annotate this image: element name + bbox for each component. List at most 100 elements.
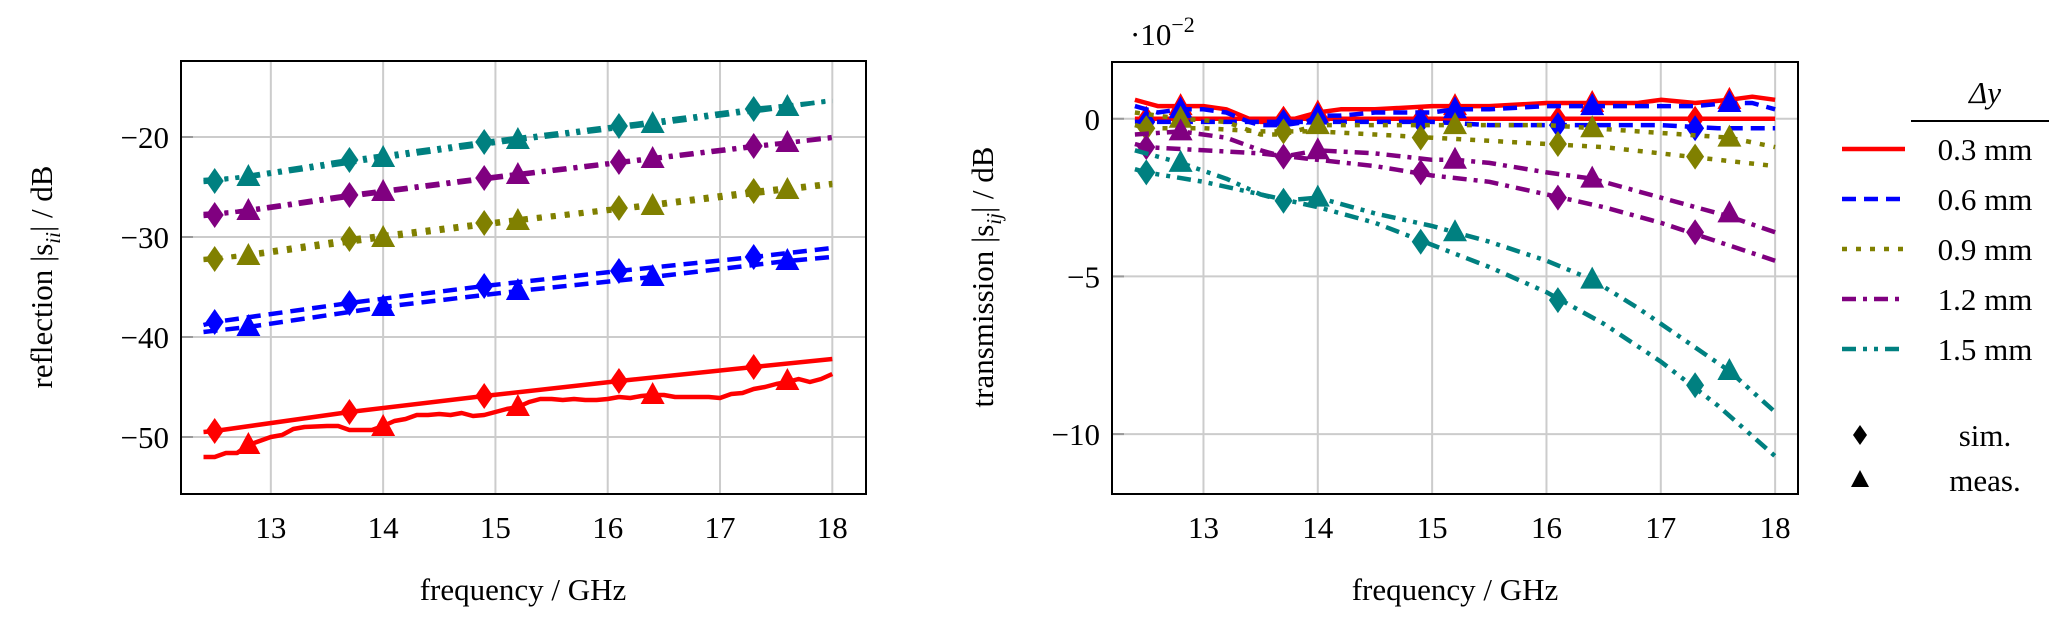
meas-triangle-marker bbox=[640, 146, 665, 168]
meas-triangle-marker bbox=[371, 225, 396, 247]
legend-label: 0.6 mm bbox=[1938, 182, 2033, 217]
legend: Δy 0.3 mm 0.6 mm 0.9 mm 1.2 mm 1.5 mm sim. mea… bbox=[1842, 75, 2049, 498]
meas-triangle-marker bbox=[640, 193, 665, 215]
y-tick-label: −10 bbox=[1052, 417, 1100, 452]
legend-marker-label: meas. bbox=[1949, 463, 2020, 498]
x-tick-label: 14 bbox=[368, 510, 400, 545]
legend-label: 1.2 mm bbox=[1938, 282, 2033, 317]
meas-triangle-marker bbox=[1717, 124, 1742, 147]
meas-triangle-marker bbox=[236, 432, 261, 454]
meas-triangle-marker bbox=[1168, 118, 1193, 141]
plot-frame-right bbox=[1111, 61, 1799, 495]
meas-triangle-marker bbox=[371, 145, 396, 167]
x-tick-label: 14 bbox=[1302, 510, 1334, 545]
sim-diamond-marker bbox=[744, 354, 763, 380]
meas-triangle-marker bbox=[1305, 184, 1330, 207]
x-axis-label-right: frequency / GHz bbox=[1352, 572, 1559, 607]
y-tick-label: −5 bbox=[1067, 259, 1100, 294]
meas-triangle-marker bbox=[1580, 266, 1605, 289]
x-axis-label-left: frequency / GHz bbox=[420, 572, 627, 607]
ticks-right: 13 14 15 16 17 18 −10 −5 0 bbox=[1052, 102, 1791, 545]
meas-triangle-marker bbox=[236, 198, 261, 220]
meas-triangle-marker bbox=[1443, 96, 1467, 119]
series-line-06mm-sim bbox=[1134, 119, 1776, 131]
series-line-15mm-meas bbox=[1134, 148, 1777, 414]
meas-triangle-marker bbox=[505, 208, 530, 230]
transmission-chart: 13 14 15 16 17 18 −10 −5 0 ·10−2 frequency / GHz… bbox=[965, 12, 1799, 607]
meas-triangle-marker bbox=[371, 414, 396, 436]
sim-diamond-marker bbox=[1548, 287, 1567, 314]
series-left bbox=[202, 94, 834, 460]
sim-diamond-marker bbox=[1686, 143, 1705, 170]
sim-diamond-marker bbox=[744, 178, 763, 204]
legend-entries: 0.3 mm 0.6 mm 0.9 mm 1.2 mm 1.5 mm sim. meas. bbox=[1842, 132, 2032, 498]
sim-diamond-marker bbox=[205, 309, 224, 335]
sim-diamond-marker bbox=[205, 246, 224, 272]
sim-diamond-marker bbox=[340, 290, 359, 316]
y-tick-label: −40 bbox=[121, 320, 169, 355]
sim-diamond-marker bbox=[475, 129, 494, 155]
y-tick-label: 0 bbox=[1085, 102, 1101, 137]
sim-diamond-marker bbox=[475, 165, 494, 191]
legend-triangle-icon bbox=[1851, 470, 1869, 487]
meas-triangle-marker bbox=[1580, 165, 1605, 188]
sim-diamond-marker bbox=[1548, 112, 1567, 139]
meas-triangle-marker bbox=[640, 264, 665, 286]
sim-diamond-marker bbox=[1411, 228, 1430, 255]
meas-triangle-marker bbox=[505, 278, 530, 300]
sim-diamond-marker bbox=[609, 368, 628, 394]
meas-triangle-marker bbox=[775, 177, 800, 199]
legend-label: 1.5 mm bbox=[1938, 332, 2033, 367]
meas-triangle-marker bbox=[640, 382, 665, 404]
sim-diamond-marker bbox=[1274, 187, 1293, 214]
ticks-left: 13 14 15 16 17 18 −50 −40 −30 −20 bbox=[121, 120, 848, 545]
meas-triangle-marker bbox=[1443, 219, 1467, 242]
legend-label: 0.9 mm bbox=[1938, 232, 2033, 267]
meas-triangle-marker bbox=[1717, 358, 1742, 381]
x-tick-label: 17 bbox=[1645, 510, 1676, 545]
sim-diamond-marker bbox=[1274, 118, 1293, 145]
x-tick-label: 16 bbox=[1531, 510, 1562, 545]
meas-triangle-marker bbox=[1168, 105, 1193, 128]
meas-triangle-marker bbox=[505, 127, 530, 149]
sim-diamond-marker bbox=[609, 258, 628, 284]
sim-diamond-marker bbox=[1686, 372, 1705, 399]
meas-triangle-marker bbox=[236, 164, 261, 186]
x-tick-label: 16 bbox=[592, 510, 623, 545]
x-tick-label: 18 bbox=[817, 510, 848, 545]
meas-triangle-marker bbox=[371, 179, 396, 201]
reflection-chart: 13 14 15 16 17 18 −50 −40 −30 −20 frequency / GHz… bbox=[24, 60, 867, 607]
meas-triangle-marker bbox=[775, 368, 800, 390]
y-axis-label-left: reflection |sii| / dB bbox=[24, 166, 65, 389]
meas-triangle-marker bbox=[1580, 115, 1605, 138]
meas-triangle-marker bbox=[775, 248, 800, 270]
series-line-12mm-meas bbox=[1134, 129, 1776, 235]
sim-diamond-marker bbox=[1548, 184, 1567, 211]
meas-triangle-marker bbox=[505, 394, 530, 416]
x-tick-label: 13 bbox=[1188, 510, 1219, 545]
series-line-03mm-meas bbox=[1134, 94, 1776, 125]
sim-diamond-marker bbox=[1686, 219, 1705, 246]
meas-triangle-marker bbox=[1305, 112, 1330, 135]
series-line-12mm-sim bbox=[1134, 141, 1776, 263]
x-tick-label: 13 bbox=[255, 510, 286, 545]
sim-diamond-marker bbox=[1548, 130, 1567, 157]
meas-triangle-marker bbox=[1443, 112, 1467, 135]
sim-diamond-marker bbox=[609, 195, 628, 221]
series-line-15mm-sim bbox=[1134, 167, 1777, 458]
y-axis-label-right: transmission |sij| / dB bbox=[965, 147, 1006, 408]
sim-diamond-marker bbox=[340, 147, 359, 173]
sim-diamond-marker bbox=[205, 418, 224, 444]
meas-triangle-marker bbox=[1443, 146, 1467, 169]
meas-triangle-marker bbox=[775, 94, 800, 116]
series-line-09mm-sim bbox=[1134, 122, 1776, 169]
x-tick-label: 15 bbox=[480, 510, 511, 545]
series-line-09mm-meas bbox=[1134, 110, 1776, 150]
x-tick-label: 15 bbox=[1417, 510, 1448, 545]
meas-triangle-marker bbox=[1717, 200, 1742, 223]
grid-left bbox=[181, 61, 866, 494]
y-tick-label: −30 bbox=[121, 220, 169, 255]
sim-diamond-marker bbox=[475, 383, 494, 409]
series-line-06mm-meas bbox=[1134, 100, 1776, 128]
meas-triangle-marker bbox=[1305, 137, 1330, 160]
